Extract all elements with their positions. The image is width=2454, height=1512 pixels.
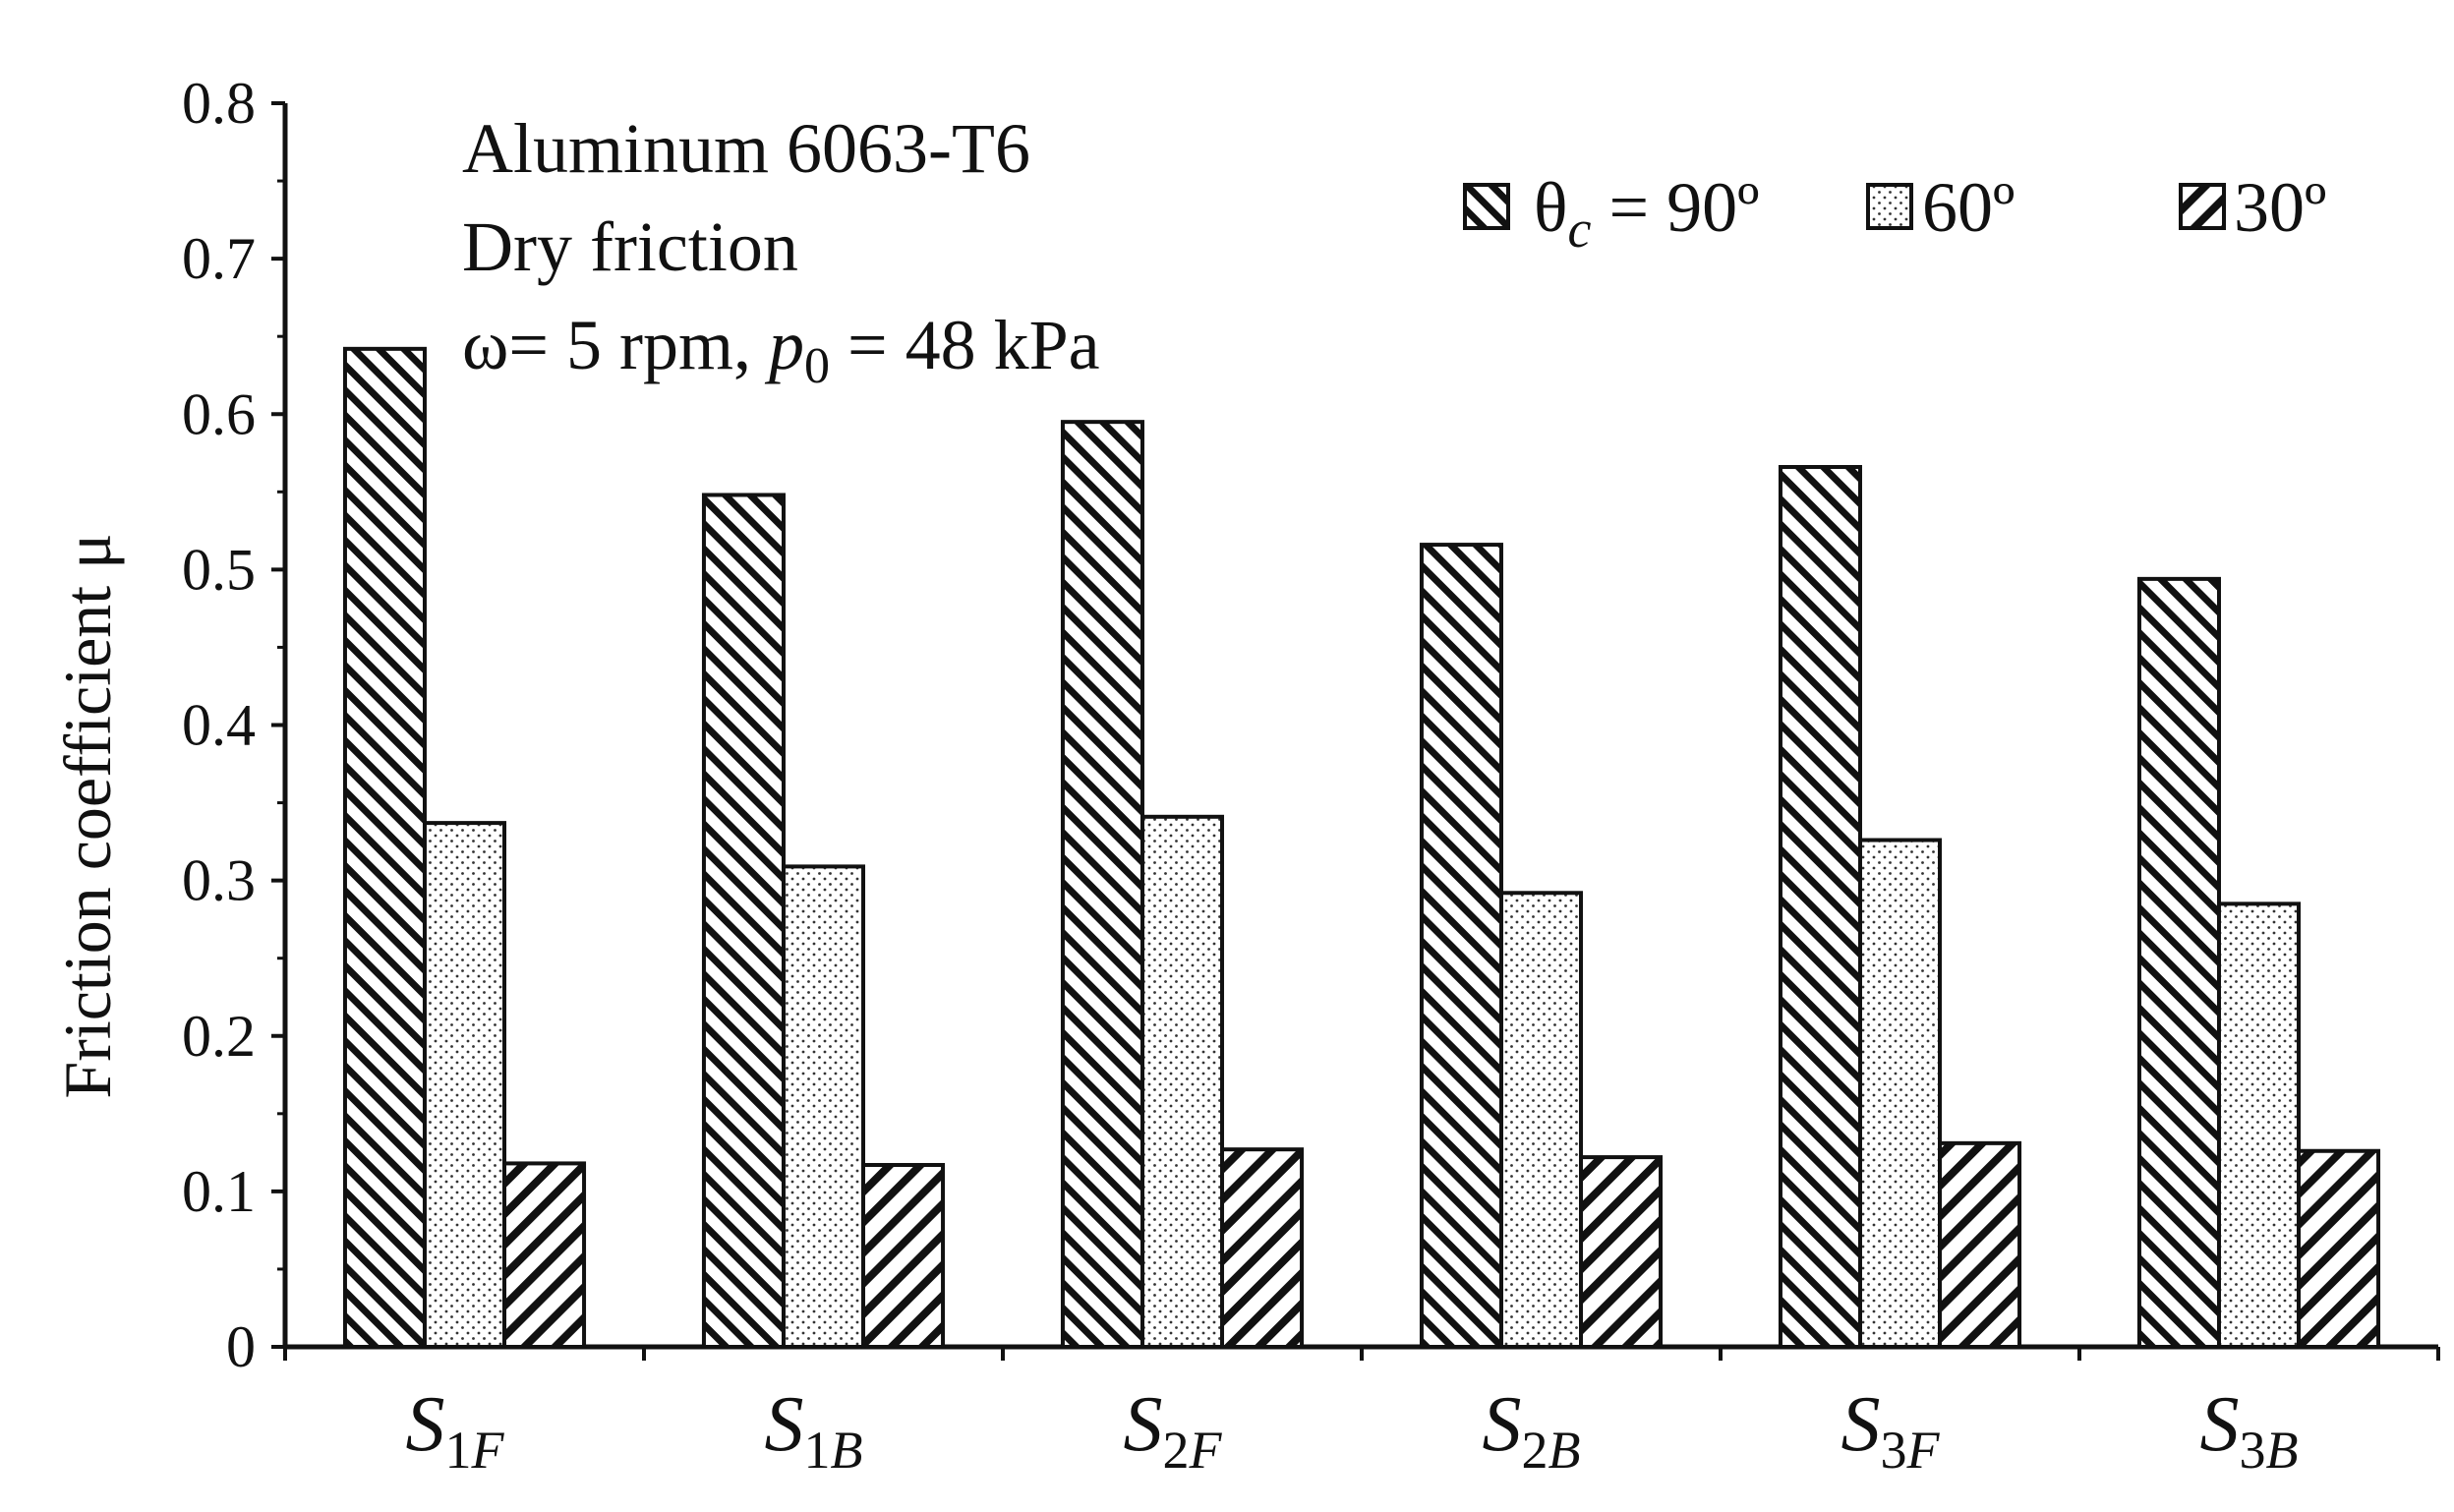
y-tick-label: 0.2 <box>182 1004 256 1069</box>
y-tick-label: 0.1 <box>182 1159 256 1224</box>
y-axis: 0 0.1 0.2 0.3 0.4 0.5 0.6 0.7 0.8 <box>182 71 288 1379</box>
legend-swatch-30 <box>2179 183 2226 230</box>
bar-S3B-series-1 <box>2136 576 2221 1349</box>
legend-90-value: = 90º <box>1591 168 1759 247</box>
bar-S3F-series-3 <box>1938 1140 2022 1349</box>
y-tick-label: 0.6 <box>182 381 256 446</box>
x-tick-label: S3F <box>1841 1381 1941 1480</box>
bar-S1B-series-1 <box>701 493 786 1350</box>
annotation-speed: ω= 5 rpm, <box>462 306 769 384</box>
bar-S2F-series-1 <box>1060 420 1144 1349</box>
bar-S1F-series-1 <box>342 346 427 1349</box>
y-axis-title: Friction coefficient μ <box>50 533 125 1098</box>
x-tick-label: S1B <box>765 1381 863 1480</box>
legend-theta-subscript: c <box>1568 200 1592 259</box>
bar-S3F-series-1 <box>1778 465 1862 1349</box>
annotation-condition: Dry friction <box>462 207 798 286</box>
y-tick-label: 0.5 <box>182 537 256 602</box>
legend-label-90: θc = 90º <box>1534 168 1759 259</box>
annotation-pressure-value: = 48 kPa <box>830 306 1100 384</box>
x-axis <box>283 1344 2440 1361</box>
bars <box>342 346 2381 1350</box>
y-tick-label: 0.3 <box>182 848 256 913</box>
bar-S2F-series-2 <box>1139 814 1225 1349</box>
annotation-material: Aluminum 6063-T6 <box>462 109 1030 188</box>
legend: θc = 90º 60º 30º <box>1463 168 2326 259</box>
legend-theta: θ <box>1534 168 1568 247</box>
bar-S2F-series-3 <box>1220 1147 1305 1350</box>
bar-S2B-series-2 <box>1498 891 1584 1350</box>
legend-label-60: 60º <box>1922 168 2015 247</box>
x-tick-label: S3B <box>2200 1381 2299 1480</box>
x-tick-label: S2B <box>1483 1381 1581 1480</box>
legend-swatch-60 <box>1866 183 1913 230</box>
bar-S1F-series-2 <box>422 821 507 1349</box>
annotation-block: Aluminum 6063-T6 Dry friction ω= 5 rpm, … <box>462 109 1100 394</box>
y-tick-label: 0 <box>226 1314 256 1379</box>
annotation-pressure-symbol: p <box>764 306 804 384</box>
bar-S2B-series-1 <box>1419 543 1503 1349</box>
bar-S2B-series-3 <box>1579 1155 1664 1350</box>
annotation-pressure-subscript: 0 <box>804 338 830 394</box>
legend-label-30: 30º <box>2234 168 2326 247</box>
bar-S3B-series-3 <box>2297 1148 2381 1349</box>
x-tick-label: S1F <box>406 1381 505 1480</box>
legend-swatch-90 <box>1463 183 1510 230</box>
y-tick-label: 0.8 <box>182 71 256 136</box>
annotation-parameters: ω= 5 rpm, p0 = 48 kPa <box>462 306 1100 394</box>
bar-S3B-series-2 <box>2216 901 2302 1349</box>
x-tick-label: S2F <box>1124 1381 1223 1480</box>
bar-S1B-series-3 <box>861 1162 946 1350</box>
y-tick-label: 0.4 <box>182 693 256 758</box>
bar-S1B-series-2 <box>781 864 866 1349</box>
bar-S1F-series-3 <box>502 1161 587 1349</box>
bar-S3F-series-2 <box>1857 838 1943 1349</box>
category-labels: S1F S1B S2F S2B S3F S3B <box>406 1381 2299 1480</box>
y-tick-label: 0.7 <box>182 226 256 291</box>
